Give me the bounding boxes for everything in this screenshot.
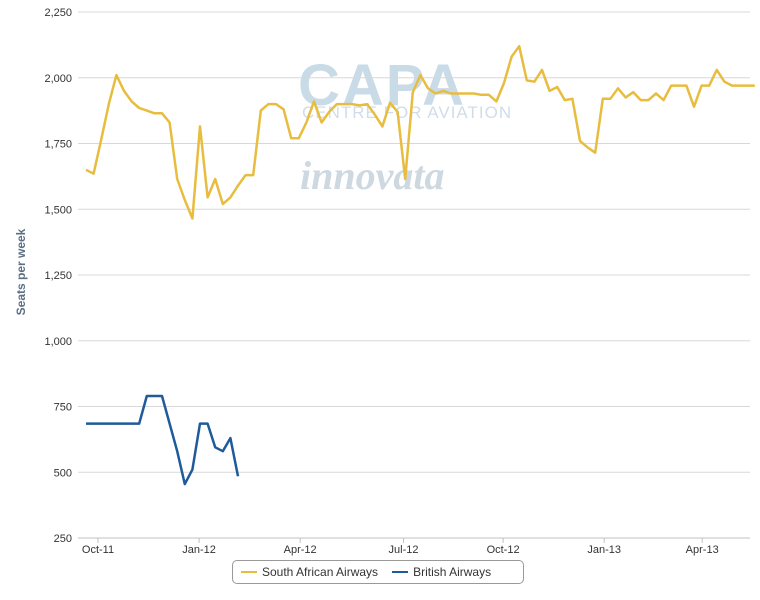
x-tick-label: Jan-13 <box>587 544 621 556</box>
y-tick-label: 500 <box>54 467 72 479</box>
legend[interactable]: South African Airways British Airways <box>232 560 524 584</box>
x-tick-label: Jul-12 <box>389 544 419 556</box>
gridlines <box>78 11 750 539</box>
x-tick-label: Oct-12 <box>487 544 520 556</box>
y-tick-label: 250 <box>54 533 72 545</box>
y-tick-label: 2,250 <box>44 7 72 19</box>
series-line-south-african-airways[interactable] <box>85 44 755 220</box>
x-tick-label: Jan-12 <box>182 544 216 556</box>
legend-swatch-ba <box>392 571 409 573</box>
legend-item-british-airways[interactable]: British Airways <box>392 565 491 579</box>
y-tick-label: 1,500 <box>44 204 72 216</box>
series-lines <box>85 44 755 486</box>
legend-swatch-saa <box>241 571 257 573</box>
y-tick-label: 1,750 <box>44 139 72 151</box>
y-tick-label: 1,000 <box>44 336 72 348</box>
capa-tagline-watermark: CENTRE FOR AVIATION <box>302 103 513 122</box>
x-tick-label: Oct-11 <box>82 544 114 556</box>
y-axis-label: Seats per week <box>14 228 28 315</box>
innovata-watermark: innovata <box>300 153 445 198</box>
y-tick-label: 750 <box>54 402 72 414</box>
series-line-british-airways[interactable] <box>86 394 240 486</box>
capa-watermark: CAPA <box>298 53 467 118</box>
y-tick-label: 2,000 <box>44 73 72 85</box>
x-tick-label: Apr-13 <box>686 544 719 556</box>
y-tick-label: 1,250 <box>44 270 72 282</box>
y-axis-ticks: 2,250 2,000 1,750 1,500 1,250 1,000 750 500 250 <box>44 7 72 545</box>
legend-label-ba: British Airways <box>413 565 492 579</box>
x-axis-ticks: Oct-11 Jan-12 Apr-12 Jul-12 Oct-12 Jan-13 Apr-… <box>82 538 719 556</box>
legend-item-south-african-airways[interactable]: South African Airways <box>241 565 378 579</box>
legend-label-saa: South African Airways <box>262 565 379 579</box>
x-tick-label: Apr-12 <box>284 544 317 556</box>
